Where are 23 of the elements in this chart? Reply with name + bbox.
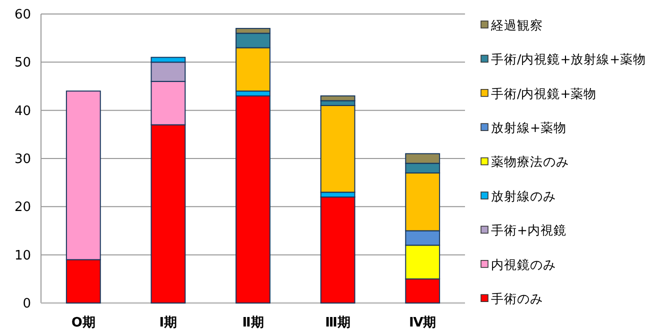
y-tick-label: 50 [14, 56, 31, 71]
y-tick-label: 20 [14, 200, 31, 216]
legend-label: 手術/内視鏡+薬物 [491, 86, 597, 101]
x-tick-label: Ⅱ期 [242, 316, 264, 331]
legend-label: 放射線のみ [491, 188, 556, 204]
legend-label: 内視鏡のみ [491, 256, 556, 272]
y-tick-label: 40 [14, 104, 31, 119]
x-tick-label: O期 [71, 316, 96, 331]
legend-label: 放射線+薬物 [491, 120, 566, 135]
legend-label: 経過観察 [490, 17, 543, 32]
legend-label: 手術のみ [491, 290, 543, 306]
y-tick-label: 0 [22, 296, 31, 312]
x-tick-label: Ⅳ期 [408, 316, 436, 331]
bar [236, 95, 270, 304]
legend-label: 手術+内視鏡 [491, 222, 566, 238]
y-tick-label: 30 [14, 152, 31, 168]
legend-label: 手術/内視鏡+放射線+薬物 [491, 52, 646, 67]
x-tick-label: Ⅰ期 [159, 316, 178, 331]
bar [320, 196, 356, 304]
y-tick-label: 10 [14, 248, 31, 264]
x-tick-label: Ⅲ期 [325, 316, 350, 331]
legend-label: 薬物療法のみ [491, 154, 569, 170]
y-tick-label: 60 [14, 8, 31, 23]
